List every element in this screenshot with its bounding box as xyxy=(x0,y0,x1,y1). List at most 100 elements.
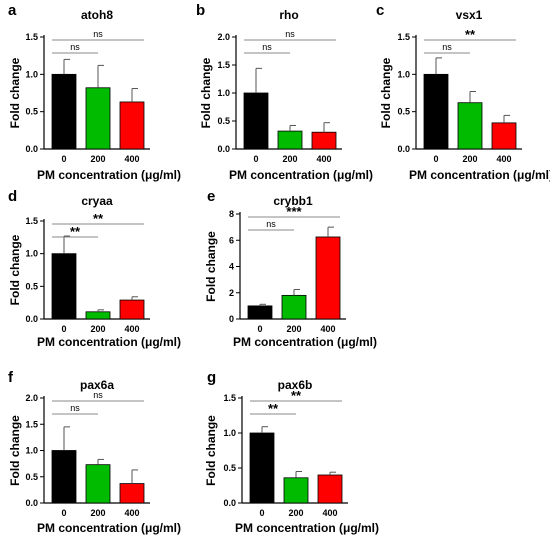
y-axis-label: Fold change xyxy=(379,57,393,128)
x-tick-label: 200 xyxy=(90,324,105,334)
x-axis-label: PM concentration (μg/ml) xyxy=(235,521,379,535)
y-tick-label: 1.5 xyxy=(25,216,38,226)
chart-title: rho xyxy=(279,8,298,22)
chart-title: pax6b xyxy=(278,378,313,392)
x-axis-label: PM concentration (μg/ml) xyxy=(37,168,181,182)
panel-letter: b xyxy=(196,2,205,19)
y-tick-label: 1.5 xyxy=(397,32,410,42)
x-tick-label: 0 xyxy=(253,154,258,164)
bar-0 xyxy=(423,73,449,150)
y-axis-label: Fold change xyxy=(8,57,22,128)
chart-title: cryaa xyxy=(81,194,113,208)
x-axis-label: PM concentration (μg/ml) xyxy=(37,521,181,535)
y-axis-label: Fold change xyxy=(204,231,218,302)
x-axis-label: PM concentration (μg/ml) xyxy=(409,168,550,182)
x-tick-label: 200 xyxy=(90,154,105,164)
x-tick-label: 200 xyxy=(286,324,301,334)
bar-0 xyxy=(249,432,275,504)
significance-label: ns xyxy=(70,403,80,413)
y-axis-label: Fold change xyxy=(8,234,22,305)
y-tick-label: 2 xyxy=(229,288,234,298)
y-axis-label: Fold change xyxy=(199,57,213,128)
x-tick-label: 0 xyxy=(61,508,66,518)
y-tick-label: 0.0 xyxy=(25,498,38,508)
significance-label: ** xyxy=(70,224,81,239)
x-tick-label: 0 xyxy=(257,324,262,334)
y-tick-label: 0.5 xyxy=(223,463,236,473)
panel-letter: e xyxy=(207,188,215,205)
y-tick-label: 1.0 xyxy=(217,88,230,98)
y-tick-label: 1.5 xyxy=(217,60,230,70)
significance-label: ns xyxy=(93,29,103,39)
bar-0 xyxy=(243,92,269,150)
y-tick-label: 0.5 xyxy=(217,116,230,126)
y-tick-label: 8 xyxy=(229,209,234,219)
bar-0 xyxy=(51,253,77,320)
bar-200 xyxy=(85,464,111,504)
bar-200 xyxy=(281,294,307,320)
y-tick-label: 0.5 xyxy=(25,281,38,291)
y-tick-label: 1.5 xyxy=(25,419,38,429)
y-tick-label: 2.0 xyxy=(217,32,230,42)
x-tick-label: 400 xyxy=(124,324,139,334)
chart-title: atoh8 xyxy=(81,8,113,22)
panel-b: b rho Fold change 0.0 0.5 1.0 1.5 2.0 0 200 400 PM … xyxy=(196,2,373,182)
bar-400 xyxy=(311,131,337,150)
bar-400 xyxy=(119,299,145,320)
y-axis-label: Fold change xyxy=(8,415,22,486)
bar-200 xyxy=(85,311,111,320)
significance-label: ns xyxy=(70,42,80,52)
x-tick-label: 200 xyxy=(288,508,303,518)
x-tick-label: 0 xyxy=(433,154,438,164)
y-tick-label: 0.0 xyxy=(223,498,236,508)
x-tick-label: 400 xyxy=(124,154,139,164)
x-tick-label: 200 xyxy=(282,154,297,164)
chart-title: vsx1 xyxy=(456,8,483,22)
x-tick-label: 400 xyxy=(496,154,511,164)
significance-label: ns xyxy=(285,29,295,39)
panel-letter: d xyxy=(8,188,17,205)
y-tick-label: 2.0 xyxy=(25,393,38,403)
bar-0 xyxy=(51,450,77,504)
x-tick-label: 400 xyxy=(316,154,331,164)
bar-400 xyxy=(315,236,341,320)
x-tick-label: 200 xyxy=(90,508,105,518)
y-tick-label: 1.0 xyxy=(25,249,38,259)
x-axis-label: PM concentration (μg/ml) xyxy=(229,168,373,182)
significance-label: ns xyxy=(266,219,276,229)
significance-label: ** xyxy=(465,27,476,42)
panel-a: a atoh8 Fold change 0.0 0.5 1.0 1.5 0 200 400 PM c… xyxy=(8,2,181,182)
x-tick-label: 0 xyxy=(259,508,264,518)
bar-400 xyxy=(491,122,517,150)
y-tick-label: 4 xyxy=(229,262,234,272)
bar-400 xyxy=(119,483,145,504)
bar-200 xyxy=(457,102,483,150)
y-tick-label: 0.5 xyxy=(397,107,410,117)
x-tick-label: 200 xyxy=(462,154,477,164)
y-tick-label: 6 xyxy=(229,235,234,245)
chart-title: pax6a xyxy=(80,378,114,392)
bar-0 xyxy=(51,73,77,150)
y-tick-label: 0.0 xyxy=(397,144,410,154)
x-tick-label: 0 xyxy=(61,324,66,334)
y-tick-label: 1.0 xyxy=(25,446,38,456)
significance-label: ** xyxy=(93,211,104,226)
bar-0 xyxy=(247,305,273,320)
y-tick-label: 0.0 xyxy=(25,314,38,324)
panel-f: f pax6a Fold change 0.0 0.5 1.0 1.5 2.0 0 200 400 P… xyxy=(8,369,181,535)
y-tick-label: 0.0 xyxy=(217,144,230,154)
y-tick-label: 1.0 xyxy=(25,69,38,79)
x-tick-label: 400 xyxy=(124,508,139,518)
significance-label: *** xyxy=(286,204,302,219)
panel-c: c vsx1 Fold change 0.0 0.5 1.0 1.5 0 200 400 PM co… xyxy=(376,2,550,182)
bar-200 xyxy=(85,87,111,150)
y-tick-label: 1.5 xyxy=(25,32,38,42)
bar-200 xyxy=(277,130,303,150)
y-tick-label: 1.0 xyxy=(397,69,410,79)
y-tick-label: 0.5 xyxy=(25,472,38,482)
panel-letter: a xyxy=(8,2,17,19)
significance-label: ns xyxy=(93,390,103,400)
